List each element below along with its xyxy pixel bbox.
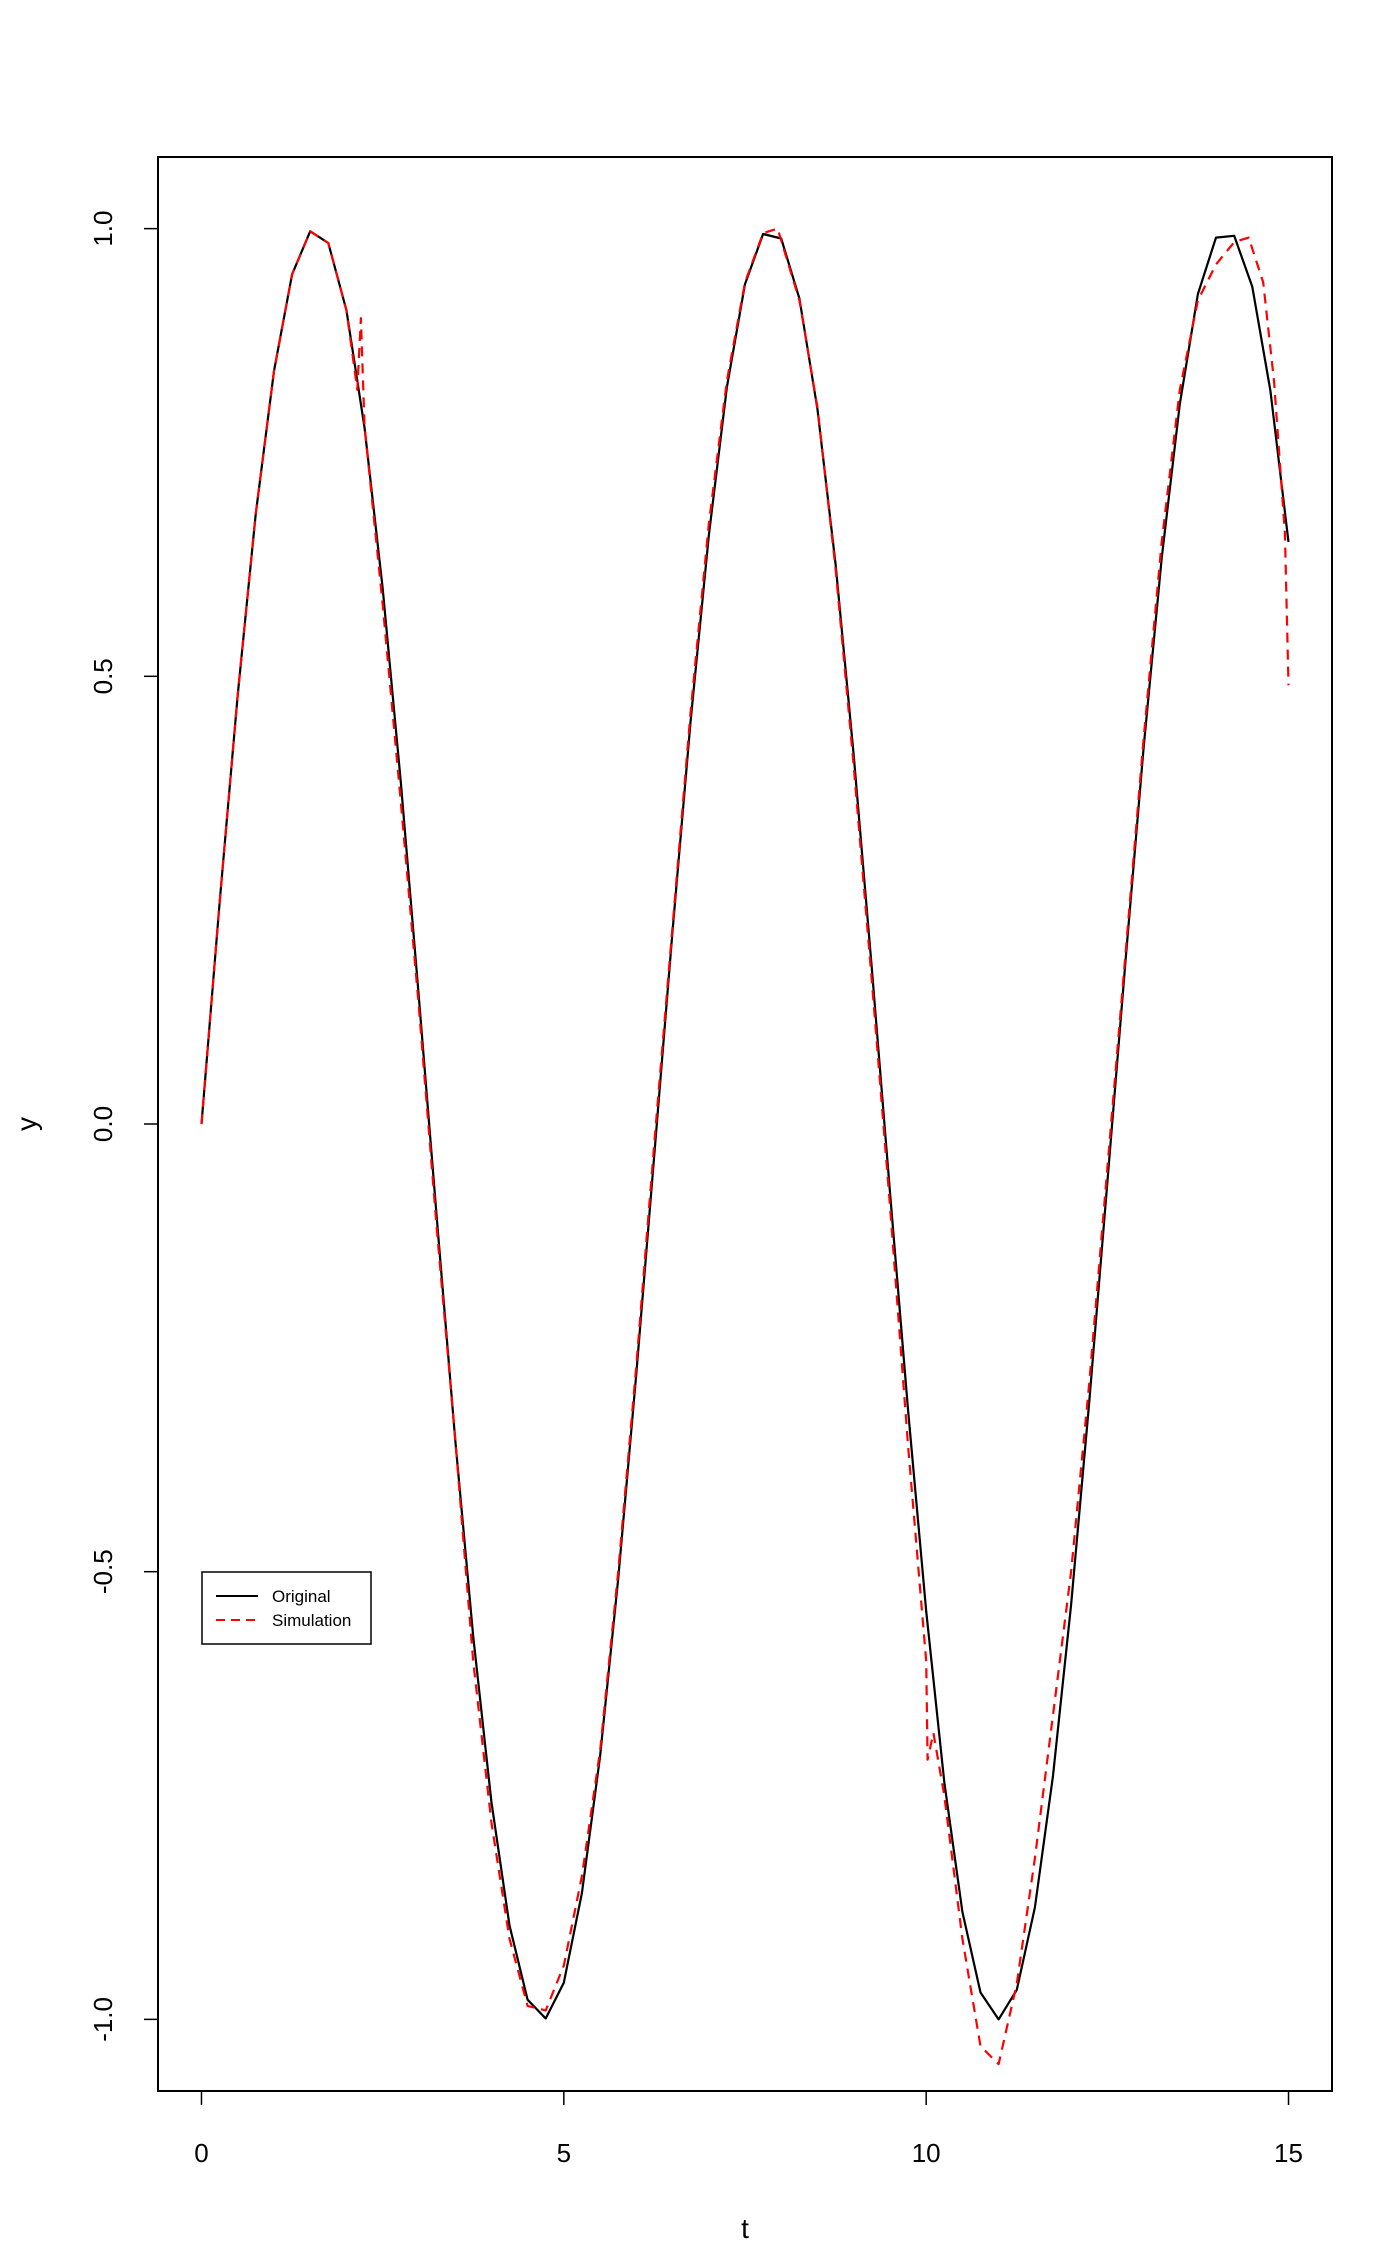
y-tick-label: 0.0: [88, 1106, 118, 1142]
series-line-simulation: [200, 227, 1290, 2066]
x-tick-label: 15: [1274, 2138, 1303, 2168]
legend-label-simulation: Simulation: [272, 1611, 351, 1630]
x-tick-label: 5: [557, 2138, 571, 2168]
y-tick-label: -1.0: [88, 1997, 118, 2042]
y-axis: -1.0 -0.5 0.0 0.5 1.0: [88, 211, 159, 2042]
legend: Original Simulation: [201, 1571, 372, 1645]
legend-label-original: Original: [272, 1587, 331, 1606]
y-tick-label: 1.0: [88, 211, 118, 247]
y-axis-title: y: [11, 1117, 42, 1131]
legend-box: [201, 1571, 372, 1645]
series-layer: [200, 227, 1290, 2066]
y-tick-label: 0.5: [88, 658, 118, 694]
x-tick-label: 0: [194, 2138, 208, 2168]
y-tick-label: -0.5: [88, 1549, 118, 1594]
plot-frame: [157, 156, 1333, 2092]
x-axis: 0 5 10 15: [194, 2090, 1303, 2168]
series-line-original: [200, 230, 1290, 2021]
x-axis-title: t: [741, 2213, 749, 2244]
x-tick-label: 10: [912, 2138, 941, 2168]
